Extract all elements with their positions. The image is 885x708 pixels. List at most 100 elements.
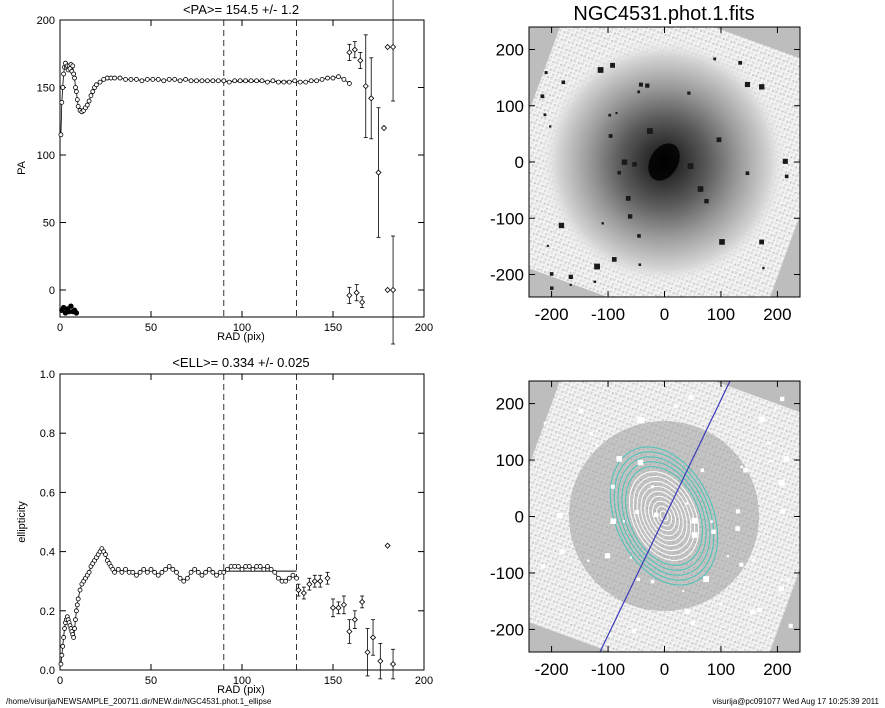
- background-star: [687, 91, 691, 95]
- background-star: [617, 170, 622, 175]
- background-star: [710, 520, 713, 523]
- isophote-contour: [609, 446, 719, 586]
- ellipticity-data-point: [221, 569, 227, 575]
- background-star: [700, 468, 705, 473]
- pa-data-point: [155, 77, 161, 82]
- pa-data-point: [60, 85, 66, 90]
- background-star: [719, 239, 725, 245]
- contour-image-x-tick-label: 100: [707, 660, 735, 679]
- isophote-contour: [628, 471, 700, 561]
- image-x-tick-label: -100: [591, 305, 625, 324]
- ellipticity-y-tick-label: 0.6: [40, 487, 55, 499]
- pa-data-point: [73, 89, 79, 94]
- background-star: [543, 113, 547, 117]
- pa-data-point: [112, 75, 117, 81]
- background-star: [637, 90, 641, 94]
- background-star: [627, 214, 633, 219]
- ellipticity-outer-data-point: [317, 578, 324, 585]
- contour-image-y-tick-label: -100: [490, 564, 524, 583]
- pa-data-point: [314, 78, 320, 84]
- ellipticity-outer-data-point: [295, 587, 302, 594]
- pa-data-point: [254, 78, 259, 84]
- ellipticity-data-point: [275, 575, 281, 581]
- pa-outer-data-point: [389, 286, 397, 294]
- contour-image-axes: -200 -100 0 100 200 -200 -100 0 100 200: [490, 381, 800, 679]
- pa-data-point: [161, 78, 167, 84]
- isophote-contour: [636, 480, 692, 552]
- pa-x-tick-label: 200: [415, 322, 433, 334]
- background-star: [703, 576, 710, 583]
- ellipticity-x-axis: 0 50 100 150 200: [57, 374, 433, 687]
- ellipticity-outer-data-point: [300, 589, 307, 597]
- ellipticity-outer-data-point: [329, 604, 337, 611]
- pa-data-point: [71, 71, 77, 77]
- ellipticity-x-tick-label: 50: [145, 675, 157, 687]
- pa-plot-frame: [59, 19, 425, 318]
- isophote-contour: [613, 451, 715, 581]
- ellipticity-data-point: [235, 564, 241, 569]
- pa-x-tick-label: 100: [233, 322, 251, 334]
- background-star: [645, 83, 650, 88]
- ellipticity-data-point: [141, 566, 147, 572]
- ellipticity-data-point: [77, 587, 83, 593]
- background-star: [604, 553, 611, 559]
- pa-data-point: [308, 78, 314, 84]
- ellipticity-data-point: [73, 617, 78, 623]
- background-star: [782, 158, 788, 164]
- ellipticity-data-point: [290, 572, 296, 578]
- isophote-contour: [655, 505, 673, 527]
- background-star: [610, 484, 615, 489]
- ellipticity-data-point: [73, 608, 79, 614]
- pa-outer-data-point: [375, 169, 382, 176]
- isophote-contour: [632, 476, 696, 556]
- background-star: [751, 558, 755, 562]
- ellipticity-x-tick-label: 0: [57, 675, 63, 687]
- pa-data-point: [70, 63, 76, 69]
- pa-data-point: [243, 78, 249, 84]
- background-star: [568, 274, 573, 280]
- contour-image-y-tick-label: 200: [496, 395, 524, 414]
- pa-data-point: [194, 78, 199, 84]
- galaxy-image: [529, 27, 800, 297]
- ellipticity-data-point: [294, 575, 300, 581]
- background-star: [653, 512, 659, 518]
- ellipticity-plot-frame: [59, 373, 425, 671]
- pa-data-point: [215, 78, 221, 84]
- ellipticity-data-point: [119, 569, 125, 575]
- background-star: [635, 510, 640, 514]
- background-star: [608, 134, 613, 138]
- ellipticity-data-point: [123, 566, 128, 572]
- background-star: [704, 198, 709, 204]
- ellipticity-outer-data-point: [369, 634, 377, 641]
- contour-image-x-tick-label: 0: [660, 660, 669, 679]
- pa-outer-data-point: [384, 286, 391, 294]
- pa-data-point: [237, 78, 243, 84]
- ellipticity-data-point: [177, 575, 183, 581]
- ellipticity-y-tick-label: 0.0: [40, 665, 55, 677]
- background-star: [632, 162, 637, 167]
- pa-outer-data-point: [380, 124, 388, 132]
- ellipticity-y-tick-label: 0.4: [40, 547, 55, 559]
- pa-outer-data-point: [346, 292, 353, 299]
- pa-outer-data-point: [346, 49, 353, 56]
- background-star: [726, 555, 729, 558]
- pa-y-axis-label: PA: [16, 160, 28, 175]
- pa-data-point: [59, 99, 65, 105]
- ellipticity-y-tick-label: 1.0: [40, 369, 55, 381]
- pa-data-point: [319, 77, 325, 82]
- background-star: [589, 431, 594, 436]
- ellipticity-y-tick-label: 0.8: [40, 428, 55, 440]
- pa-data-point: [134, 77, 139, 82]
- background-star: [561, 80, 566, 85]
- pa-data-point: [94, 82, 99, 88]
- pa-data-point: [281, 79, 287, 85]
- pa-data-point: [292, 78, 298, 84]
- background-star: [610, 62, 615, 68]
- ellipticity-data-point: [195, 569, 201, 575]
- image-y-tick-label: 100: [496, 97, 524, 116]
- pa-data-marks: [58, 0, 397, 345]
- pa-data-point: [88, 93, 94, 98]
- background-star: [691, 517, 698, 524]
- pa-data-point: [336, 74, 341, 80]
- background-star: [631, 628, 637, 634]
